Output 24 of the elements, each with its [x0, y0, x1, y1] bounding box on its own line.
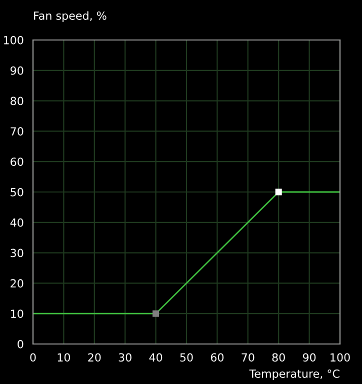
y-tick-label: 40 — [10, 218, 24, 227]
y-tick-label: 0 — [18, 340, 24, 348]
y-tick-label: 10 — [11, 310, 24, 318]
x-tick-label: 80 — [272, 353, 285, 362]
y-tick-label: 50 — [10, 188, 24, 196]
y-tick-label: 20 — [10, 279, 24, 288]
y-tick-label: 90 — [10, 66, 24, 75]
x-tick-label: 20 — [88, 353, 101, 362]
x-tick-label: 100 — [330, 353, 350, 362]
x-axis-title: Temperature, °C — [249, 369, 340, 380]
x-tick-label: 90 — [302, 353, 316, 362]
x-tick-label: 10 — [58, 353, 70, 362]
x-tick-label: 0 — [30, 353, 36, 362]
x-tick-label: 60 — [210, 353, 224, 362]
y-axis-title: Fan speed, % — [34, 11, 106, 22]
y-tick-label: 80 — [10, 96, 24, 106]
y-tick-label: 30 — [10, 248, 24, 258]
y-tick-label: 70 — [10, 127, 24, 136]
y-tick-label: 60 — [10, 158, 24, 166]
x-tick-label: 50 — [180, 353, 193, 362]
y-tick-label: 100 — [4, 36, 24, 44]
x-tick-label: 70 — [242, 353, 254, 362]
x-tick-label: 40 — [149, 353, 162, 362]
x-tick-label: 30 — [118, 353, 132, 362]
